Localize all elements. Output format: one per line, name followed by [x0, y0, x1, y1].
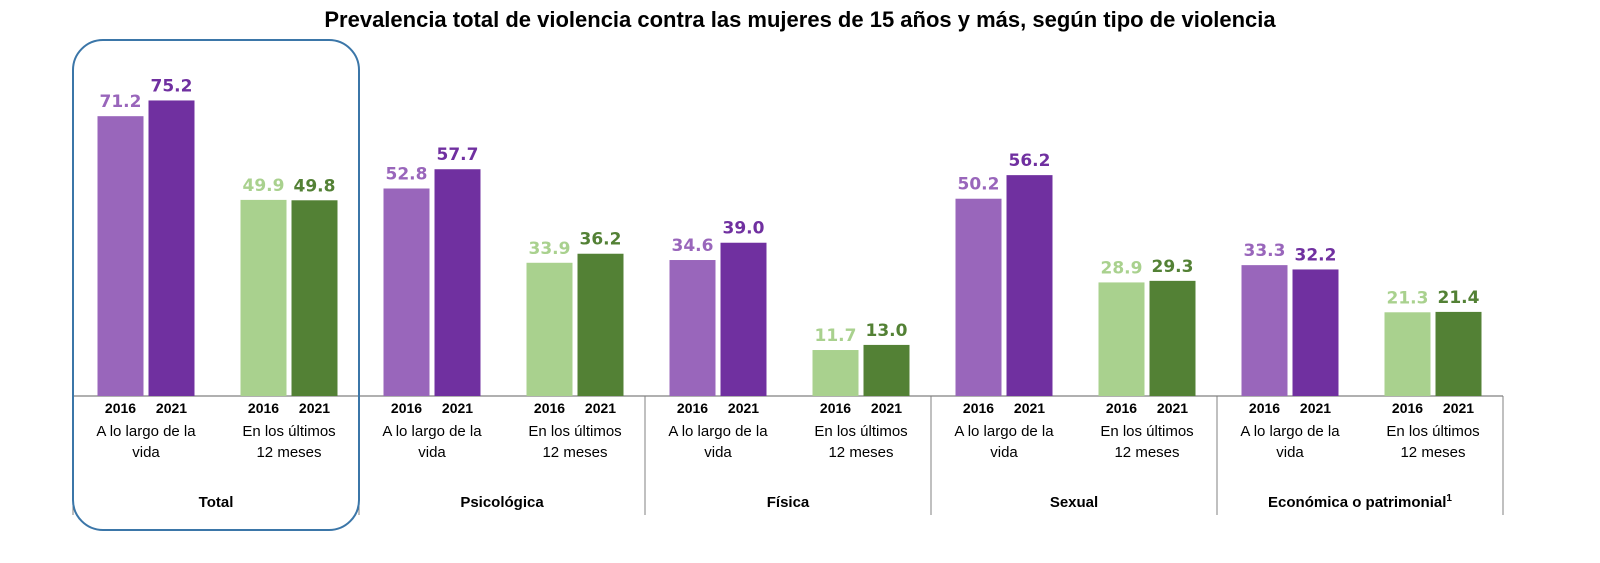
year-label: 2016	[105, 400, 136, 416]
bar-psicologica-lifetime-2021	[434, 169, 481, 396]
bar-total-last12-2021	[291, 200, 338, 396]
year-label: 2016	[248, 400, 279, 416]
year-label: 2021	[728, 400, 759, 416]
data-label-psicologica-lifetime-2021: 57.7	[437, 145, 479, 165]
period-label: A lo largo de la	[382, 423, 482, 440]
bar-fisica-lifetime-2016	[669, 260, 716, 396]
period-label: 12 meses	[828, 444, 893, 461]
category-label-fisica: Física	[767, 494, 810, 511]
year-label: 2021	[1443, 400, 1474, 416]
year-label: 2016	[391, 400, 422, 416]
year-label: 2016	[534, 400, 565, 416]
period-label: vida	[990, 444, 1018, 461]
bar-economica-o-patrimonial-last12-2016	[1384, 312, 1431, 396]
data-label-economica-o-patrimonial-lifetime-2016: 33.3	[1244, 241, 1286, 261]
year-label: 2021	[1300, 400, 1331, 416]
year-label: 2021	[442, 400, 473, 416]
bar-psicologica-last12-2021	[577, 253, 624, 396]
year-label: 2021	[1157, 400, 1188, 416]
highlight-frame-total	[72, 39, 360, 531]
bar-sexual-last12-2021	[1149, 280, 1196, 396]
bar-sexual-last12-2016	[1098, 282, 1145, 396]
year-label: 2021	[585, 400, 616, 416]
year-label: 2016	[1106, 400, 1137, 416]
period-label: En los últimos	[1100, 423, 1193, 440]
data-label-fisica-lifetime-2016: 34.6	[672, 236, 714, 256]
data-label-total-last12-2016: 49.9	[243, 176, 285, 196]
bar-economica-o-patrimonial-lifetime-2016	[1241, 265, 1288, 396]
category-label-psicologica: Psicológica	[460, 494, 544, 511]
data-label-total-lifetime-2021: 75.2	[151, 76, 193, 96]
data-label-total-lifetime-2016: 71.2	[100, 92, 142, 112]
year-label: 2016	[677, 400, 708, 416]
bar-economica-o-patrimonial-lifetime-2021	[1292, 269, 1339, 396]
bar-psicologica-last12-2016	[526, 262, 573, 396]
chart-title: Prevalencia total de violencia contra la…	[324, 7, 1276, 32]
data-label-sexual-lifetime-2021: 56.2	[1009, 151, 1051, 171]
period-label: 12 meses	[1400, 444, 1465, 461]
data-label-fisica-lifetime-2021: 39.0	[723, 219, 765, 239]
data-label-economica-o-patrimonial-last12-2021: 21.4	[1438, 288, 1480, 308]
period-label: vida	[1276, 444, 1304, 461]
year-label: 2021	[871, 400, 902, 416]
data-label-economica-o-patrimonial-last12-2016: 21.3	[1387, 288, 1429, 308]
period-label: En los últimos	[814, 423, 907, 440]
year-label: 2016	[820, 400, 851, 416]
period-label: En los últimos	[528, 423, 621, 440]
period-label: En los últimos	[1386, 423, 1479, 440]
data-label-psicologica-lifetime-2016: 52.8	[386, 164, 428, 184]
data-label-total-last12-2021: 49.8	[294, 176, 336, 196]
data-label-psicologica-last12-2016: 33.9	[529, 239, 571, 259]
bar-total-lifetime-2016	[97, 116, 144, 397]
data-label-fisica-last12-2016: 11.7	[815, 326, 857, 346]
period-label: 12 meses	[542, 444, 607, 461]
data-label-sexual-last12-2021: 29.3	[1152, 257, 1194, 277]
category-label-total: Total	[199, 494, 234, 511]
bar-fisica-last12-2021	[863, 344, 910, 396]
period-label: vida	[418, 444, 446, 461]
bar-sexual-lifetime-2021	[1006, 175, 1053, 396]
data-label-sexual-lifetime-2016: 50.2	[958, 175, 1000, 195]
category-label-sexual: Sexual	[1050, 494, 1098, 511]
bar-total-lifetime-2021	[148, 100, 195, 397]
category-label-economica-o-patrimonial: Económica o patrimonial1	[1268, 493, 1452, 511]
data-label-sexual-last12-2016: 28.9	[1101, 258, 1143, 278]
footnote-marker: 1	[1446, 493, 1452, 504]
period-label: A lo largo de la	[668, 423, 768, 440]
bar-fisica-lifetime-2021	[720, 242, 767, 396]
bar-sexual-lifetime-2016	[955, 198, 1002, 396]
data-label-economica-o-patrimonial-lifetime-2021: 32.2	[1295, 245, 1337, 265]
period-label: vida	[704, 444, 732, 461]
period-label: 12 meses	[1114, 444, 1179, 461]
bar-economica-o-patrimonial-last12-2021	[1435, 311, 1482, 396]
year-label: 2016	[1249, 400, 1280, 416]
data-label-psicologica-last12-2021: 36.2	[580, 230, 622, 250]
year-label: 2021	[156, 400, 187, 416]
year-label: 2016	[1392, 400, 1423, 416]
bar-psicologica-lifetime-2016	[383, 188, 430, 396]
period-label: A lo largo de la	[96, 423, 196, 440]
period-label: 12 meses	[256, 444, 321, 461]
year-label: 2016	[963, 400, 994, 416]
bar-total-last12-2016	[240, 199, 287, 396]
data-label-fisica-last12-2021: 13.0	[866, 321, 908, 341]
period-label: A lo largo de la	[954, 423, 1054, 440]
year-label: 2021	[1014, 400, 1045, 416]
year-label: 2021	[299, 400, 330, 416]
bar-fisica-last12-2016	[812, 350, 859, 396]
period-label: A lo largo de la	[1240, 423, 1340, 440]
period-label: En los últimos	[242, 423, 335, 440]
period-label: vida	[132, 444, 160, 461]
